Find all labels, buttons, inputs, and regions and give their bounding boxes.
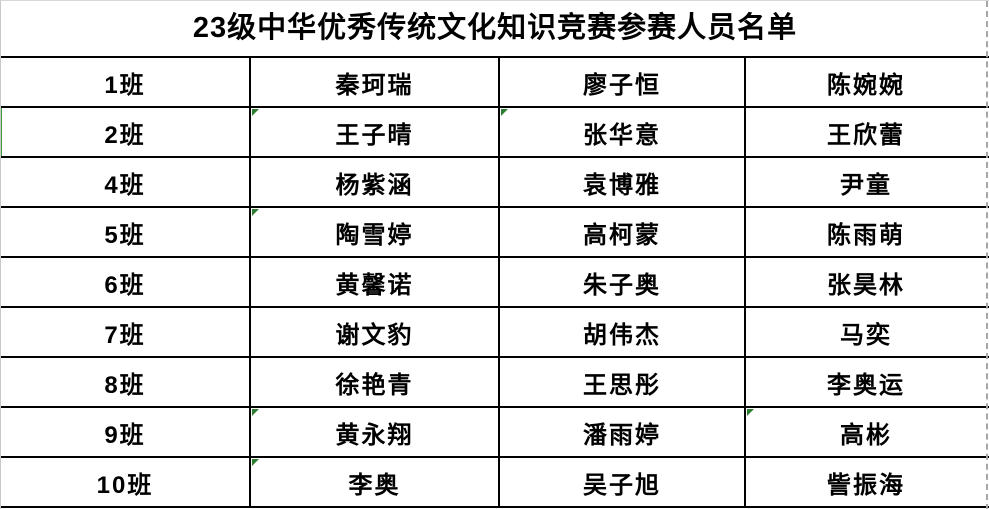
table-row: 1班 秦珂瑞 廖子恒 陈婉婉 xyxy=(1,58,989,108)
name-cell[interactable]: 廖子恒 xyxy=(498,58,744,106)
name-cell[interactable]: 李奥 xyxy=(249,458,498,506)
error-indicator-icon xyxy=(252,409,259,416)
name-cell[interactable]: 秦珂瑞 xyxy=(249,58,498,106)
name-cell[interactable]: 朱子奥 xyxy=(498,258,744,306)
name-cell[interactable]: 王子晴 xyxy=(249,108,498,156)
name-cell[interactable]: 陈婉婉 xyxy=(744,58,986,106)
table-row: 10班 李奥 吴子旭 訾振海 xyxy=(1,458,989,508)
name-cell[interactable]: 陶雪婷 xyxy=(249,208,498,256)
class-cell[interactable]: 8班 xyxy=(104,371,146,399)
name-cell[interactable]: 黄馨诺 xyxy=(249,258,498,306)
error-indicator-icon xyxy=(747,409,754,416)
name-cell[interactable]: 杨紫涵 xyxy=(249,158,498,206)
class-cell[interactable]: 5班 xyxy=(104,221,146,249)
class-cell[interactable]: 2班 xyxy=(1,108,249,156)
name-cell[interactable]: 尹童 xyxy=(744,158,986,206)
name-cell[interactable]: 高柯蒙 xyxy=(498,208,744,256)
name-cell[interactable]: 訾振海 xyxy=(744,458,986,506)
name-cell[interactable]: 王思彤 xyxy=(498,358,744,406)
class-cell[interactable]: 7班 xyxy=(104,321,146,349)
page-break-line xyxy=(986,1,988,509)
name-cell[interactable]: 黄永翔 xyxy=(249,408,498,456)
table-row: 4班 杨紫涵 袁博雅 尹童 xyxy=(1,158,989,208)
name-cell[interactable]: 高彬 xyxy=(744,408,986,456)
green-row-edge xyxy=(1,108,2,156)
name-cell[interactable]: 谢文豹 xyxy=(249,308,498,356)
error-indicator-icon xyxy=(252,109,259,116)
name-cell[interactable]: 吴子旭 xyxy=(498,458,744,506)
name-cell[interactable]: 袁博雅 xyxy=(498,158,744,206)
name-cell[interactable]: 胡伟杰 xyxy=(498,308,744,356)
class-cell[interactable]: 9班 xyxy=(104,421,146,449)
table-row: 23级中华优秀传统文化知识竞赛参赛人员名单 xyxy=(1,1,989,58)
name-cell[interactable]: 马奕 xyxy=(744,308,986,356)
table-row: 2班 王子晴 张华意 王欣蕾 xyxy=(1,108,989,158)
error-indicator-icon xyxy=(252,459,259,466)
table-row: 8班 徐艳青 王思彤 李奥运 xyxy=(1,358,989,408)
name-cell[interactable]: 张昊林 xyxy=(744,258,986,306)
name-cell[interactable]: 陈雨萌 xyxy=(744,208,986,256)
name-cell[interactable]: 张华意 xyxy=(498,108,744,156)
class-cell[interactable]: 10班 xyxy=(96,471,154,499)
table-row: 6班 黄馨诺 朱子奥 张昊林 xyxy=(1,258,989,308)
class-cell[interactable]: 6班 xyxy=(104,271,146,299)
name-cell[interactable]: 王欣蕾 xyxy=(744,108,986,156)
name-cell[interactable]: 潘雨婷 xyxy=(498,408,744,456)
table-title-cell[interactable]: 23级中华优秀传统文化知识竞赛参赛人员名单 xyxy=(192,12,798,44)
table-row: 7班 谢文豹 胡伟杰 马奕 xyxy=(1,308,989,358)
error-indicator-icon xyxy=(501,109,508,116)
class-cell[interactable]: 1班 xyxy=(104,71,146,99)
table-row: 5班 陶雪婷 高柯蒙 陈雨萌 xyxy=(1,208,989,258)
class-cell[interactable]: 4班 xyxy=(104,171,146,199)
name-cell[interactable]: 徐艳青 xyxy=(249,358,498,406)
table-row: 9班 黄永翔 潘雨婷 高彬 xyxy=(1,408,989,458)
name-cell[interactable]: 李奥运 xyxy=(744,358,986,406)
error-indicator-icon xyxy=(252,209,259,216)
